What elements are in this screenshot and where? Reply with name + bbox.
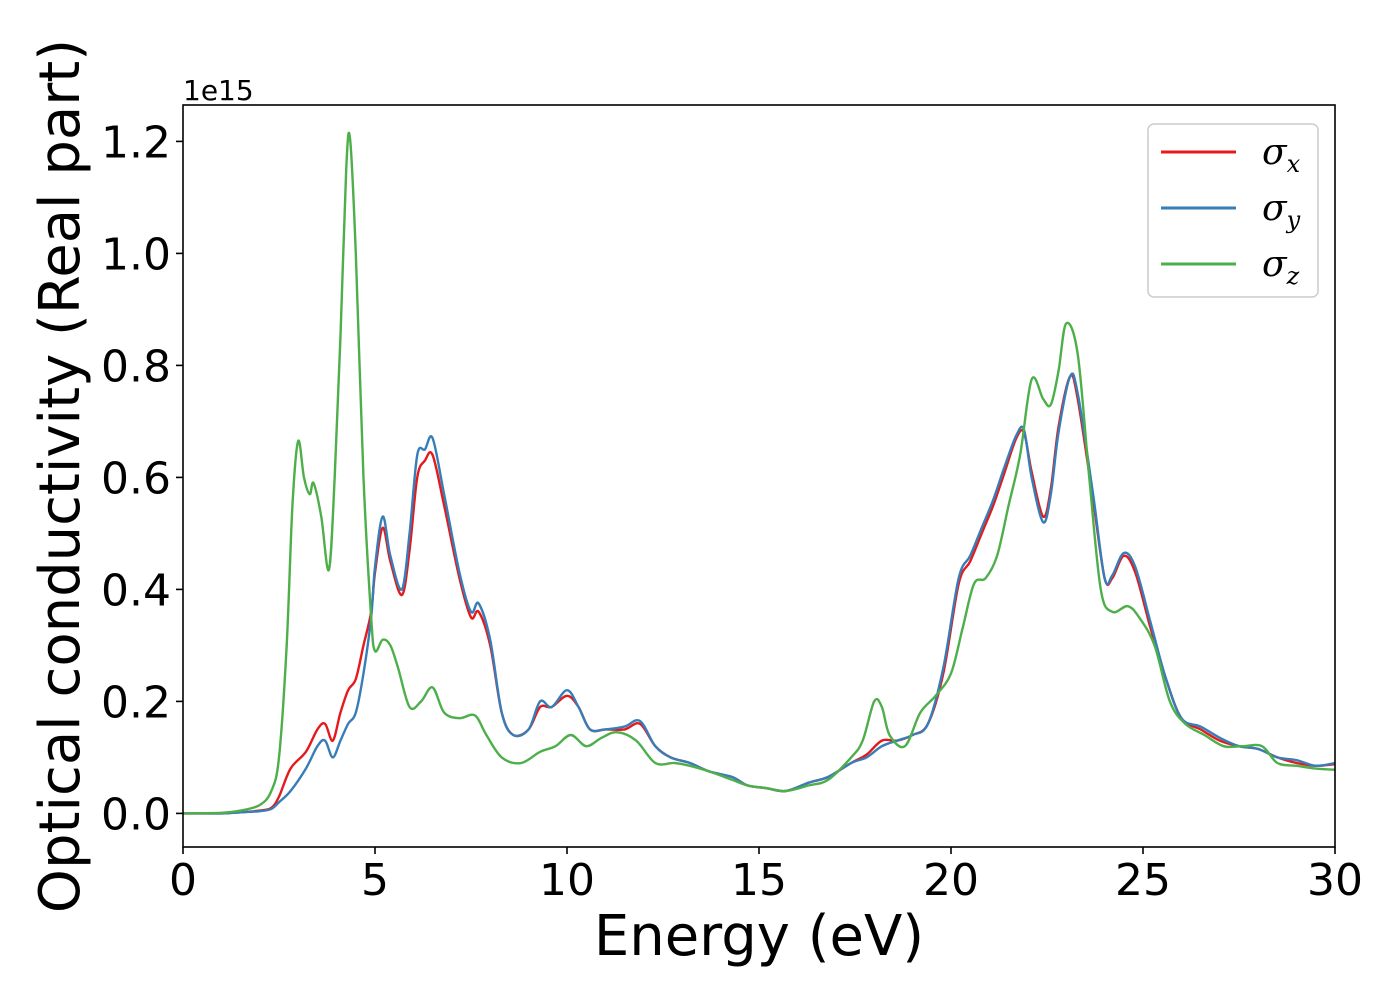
x-axis-title: Energy (eV) [594,904,924,969]
legend-label-y: σy [1262,188,1301,234]
y-axis-title: Optical conductivity (Real part) [28,39,93,913]
legend-items: σx σy σz [1161,132,1301,290]
x-tick-label: 25 [1115,855,1171,906]
y-tick-label: 1.2 [101,117,171,168]
y-tick-label: 0.2 [101,677,171,728]
legend-label-x: σx [1262,132,1301,178]
y-tick-label: 1.0 [101,229,171,280]
legend: σx σy σz [1147,123,1319,298]
x-tick-label: 5 [361,855,389,906]
series-line-z [182,131,1336,815]
y-tick-label: 0.6 [101,453,171,504]
x-axis: 0 5 10 15 20 25 30 [169,847,1363,906]
y-tick-label: 0.4 [101,565,171,616]
legend-box [1147,123,1319,298]
x-tick-label: 15 [731,855,787,906]
x-tick-label: 30 [1307,855,1363,906]
y-tick-label: 0.8 [101,341,171,392]
x-tick-label: 20 [923,855,979,906]
y-offset-label: 1e15 [183,74,254,107]
x-tick-label: 10 [539,855,595,906]
y-tick-label: 0.0 [101,789,171,840]
series-layer [182,131,1336,815]
x-tick-label: 0 [169,855,197,906]
y-axis: 0.0 0.2 0.4 0.6 0.8 1.0 1.2 [101,117,183,840]
legend-label-z: σz [1262,244,1300,290]
